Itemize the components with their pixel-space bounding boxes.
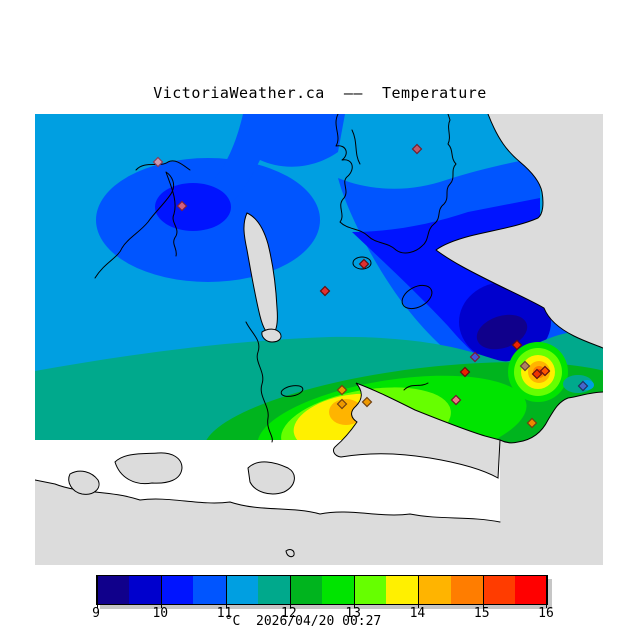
legend-segment bbox=[514, 576, 548, 604]
station-marker bbox=[519, 360, 531, 372]
map-area bbox=[35, 114, 603, 565]
legend-tick bbox=[97, 575, 98, 608]
legend-segment bbox=[482, 576, 516, 604]
olympic-coastline bbox=[35, 479, 501, 523]
coastlines bbox=[94, 114, 603, 444]
station-marker bbox=[361, 396, 373, 408]
legend-colorbar bbox=[96, 575, 548, 608]
legend-segment bbox=[418, 576, 452, 604]
legend-segment bbox=[225, 576, 259, 604]
station-marker bbox=[336, 398, 348, 410]
legend-segment bbox=[97, 576, 130, 604]
legend-tick-label: 9 bbox=[92, 606, 100, 621]
station-marker bbox=[469, 351, 481, 363]
legend-segment bbox=[322, 576, 355, 604]
station-marker bbox=[358, 258, 370, 270]
legend-tick bbox=[225, 575, 227, 608]
page-title: VictoriaWeather.ca —— Temperature bbox=[153, 84, 487, 102]
station-marker bbox=[539, 365, 551, 377]
station-marker bbox=[450, 394, 462, 406]
station-marker bbox=[319, 285, 331, 297]
land-masses bbox=[68, 212, 501, 558]
station-marker bbox=[459, 366, 471, 378]
station-marker bbox=[152, 156, 164, 168]
legend-tick bbox=[161, 575, 163, 608]
legend-segment bbox=[450, 576, 484, 604]
legend-tick-label: 13 bbox=[345, 606, 361, 621]
legend-segment bbox=[257, 576, 291, 604]
legend-unit-datetime: °C 2026/04/20 00:27 bbox=[224, 614, 382, 629]
station-marker bbox=[176, 200, 188, 212]
legend-tick-label: 15 bbox=[473, 606, 490, 621]
station-marker bbox=[526, 417, 538, 429]
legend-tick-label: 16 bbox=[538, 606, 554, 621]
station-markers bbox=[152, 143, 589, 429]
legend-tick bbox=[354, 575, 356, 608]
station-marker bbox=[336, 384, 348, 396]
legend-segment bbox=[129, 576, 162, 604]
legend-segment bbox=[386, 576, 419, 604]
legend-tick bbox=[418, 575, 420, 608]
legend-tick bbox=[546, 575, 547, 608]
legend-tick bbox=[482, 575, 484, 608]
legend-segment bbox=[354, 576, 387, 604]
legend-segment bbox=[289, 576, 323, 604]
legend-tick-label: 14 bbox=[409, 606, 426, 621]
station-marker bbox=[411, 143, 423, 155]
legend-segment bbox=[193, 576, 227, 604]
station-marker bbox=[511, 339, 523, 351]
legend-tick-label: 11 bbox=[216, 606, 233, 621]
station-marker bbox=[577, 380, 589, 392]
legend-segment bbox=[161, 576, 194, 604]
legend-tick-label: 12 bbox=[281, 606, 297, 621]
station-marker bbox=[531, 368, 543, 380]
legend-tick bbox=[289, 575, 291, 608]
legend-tick-label: 10 bbox=[152, 606, 169, 621]
